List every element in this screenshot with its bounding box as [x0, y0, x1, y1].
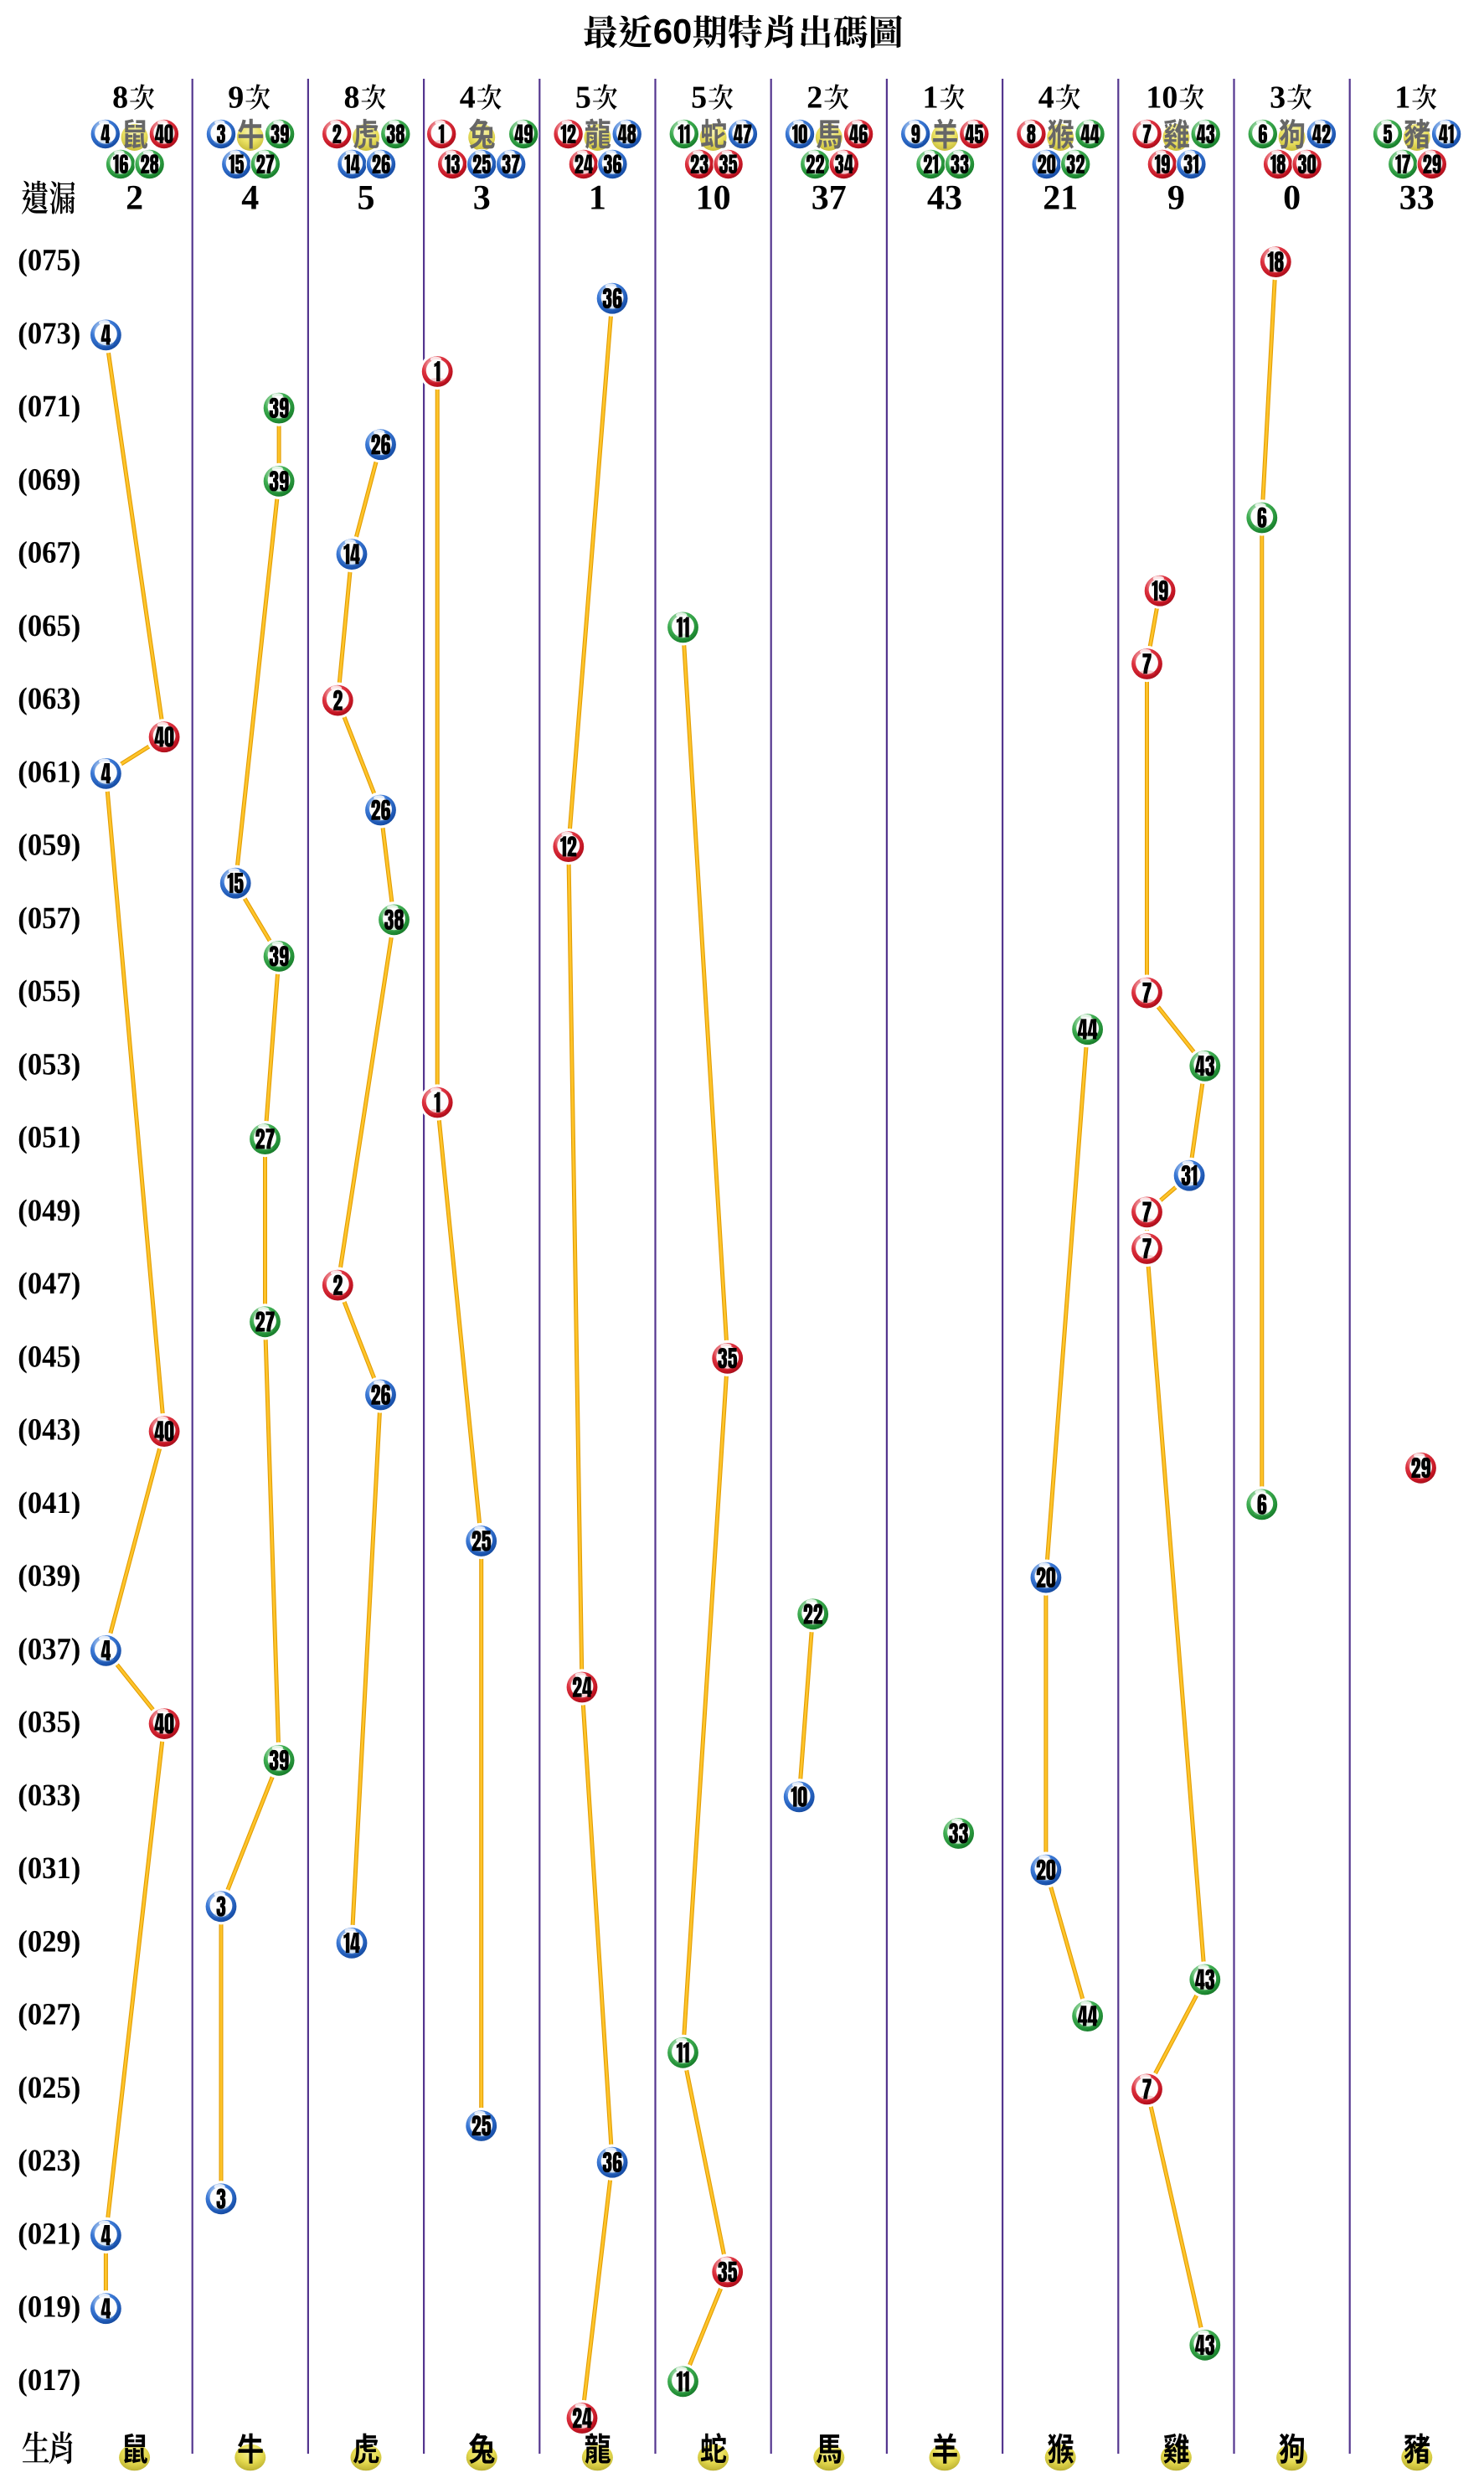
svg-text:(069): (069)	[18, 462, 80, 497]
svg-text:3: 3	[1270, 80, 1286, 115]
svg-text:0: 0	[1283, 179, 1301, 218]
svg-text:(019): (019)	[18, 2290, 80, 2325]
svg-text:(039): (039)	[18, 1559, 80, 1593]
svg-text:(053): (053)	[18, 1047, 80, 1082]
svg-text:(023): (023)	[18, 2144, 80, 2178]
svg-text:5: 5	[575, 80, 591, 115]
svg-text:(031): (031)	[18, 1851, 80, 1886]
svg-text:1: 1	[589, 179, 606, 218]
svg-text:10: 10	[696, 179, 731, 218]
svg-text:1: 1	[1394, 80, 1410, 115]
svg-text:4: 4	[1038, 80, 1054, 115]
svg-text:(073): (073)	[18, 317, 80, 351]
svg-text:(071): (071)	[18, 390, 80, 424]
svg-text:10: 10	[1146, 80, 1177, 115]
svg-text:4: 4	[241, 179, 259, 218]
svg-text:37: 37	[812, 179, 847, 218]
svg-text:(043): (043)	[18, 1413, 80, 1448]
svg-text:(057): (057)	[18, 901, 80, 936]
svg-text:4: 4	[460, 80, 476, 115]
svg-text:5: 5	[691, 80, 707, 115]
svg-text:(027): (027)	[18, 1998, 80, 2032]
svg-text:9: 9	[1167, 179, 1185, 218]
svg-text:3: 3	[473, 179, 491, 218]
svg-text:8: 8	[112, 80, 128, 115]
svg-text:(035): (035)	[18, 1706, 80, 1740]
svg-text:(021): (021)	[18, 2217, 80, 2251]
svg-text:43: 43	[927, 179, 962, 218]
svg-text:1: 1	[923, 80, 939, 115]
svg-text:(025): (025)	[18, 2071, 80, 2105]
svg-text:21: 21	[1043, 179, 1078, 218]
svg-text:(063): (063)	[18, 682, 80, 716]
svg-text:(041): (041)	[18, 1486, 80, 1520]
svg-text:(059): (059)	[18, 829, 80, 863]
svg-text:(065): (065)	[18, 609, 80, 643]
svg-text:5: 5	[358, 179, 375, 218]
svg-text:(055): (055)	[18, 974, 80, 1009]
svg-text:(045): (045)	[18, 1340, 80, 1374]
svg-text:(029): (029)	[18, 1924, 80, 1959]
svg-text:(049): (049)	[18, 1194, 80, 1228]
svg-text:(075): (075)	[18, 244, 80, 278]
svg-text:(047): (047)	[18, 1267, 80, 1301]
svg-text:(051): (051)	[18, 1121, 80, 1155]
svg-text:60: 60	[653, 12, 693, 51]
svg-text:(037): (037)	[18, 1632, 80, 1666]
svg-text:9: 9	[228, 80, 244, 115]
svg-text:2: 2	[126, 179, 143, 218]
svg-text:33: 33	[1399, 179, 1435, 218]
svg-text:2: 2	[806, 80, 822, 115]
svg-text:(017): (017)	[18, 2363, 80, 2398]
svg-text:(067): (067)	[18, 536, 80, 570]
svg-text:8: 8	[344, 80, 360, 115]
svg-text:(061): (061)	[18, 755, 80, 789]
svg-text:(033): (033)	[18, 1778, 80, 1813]
